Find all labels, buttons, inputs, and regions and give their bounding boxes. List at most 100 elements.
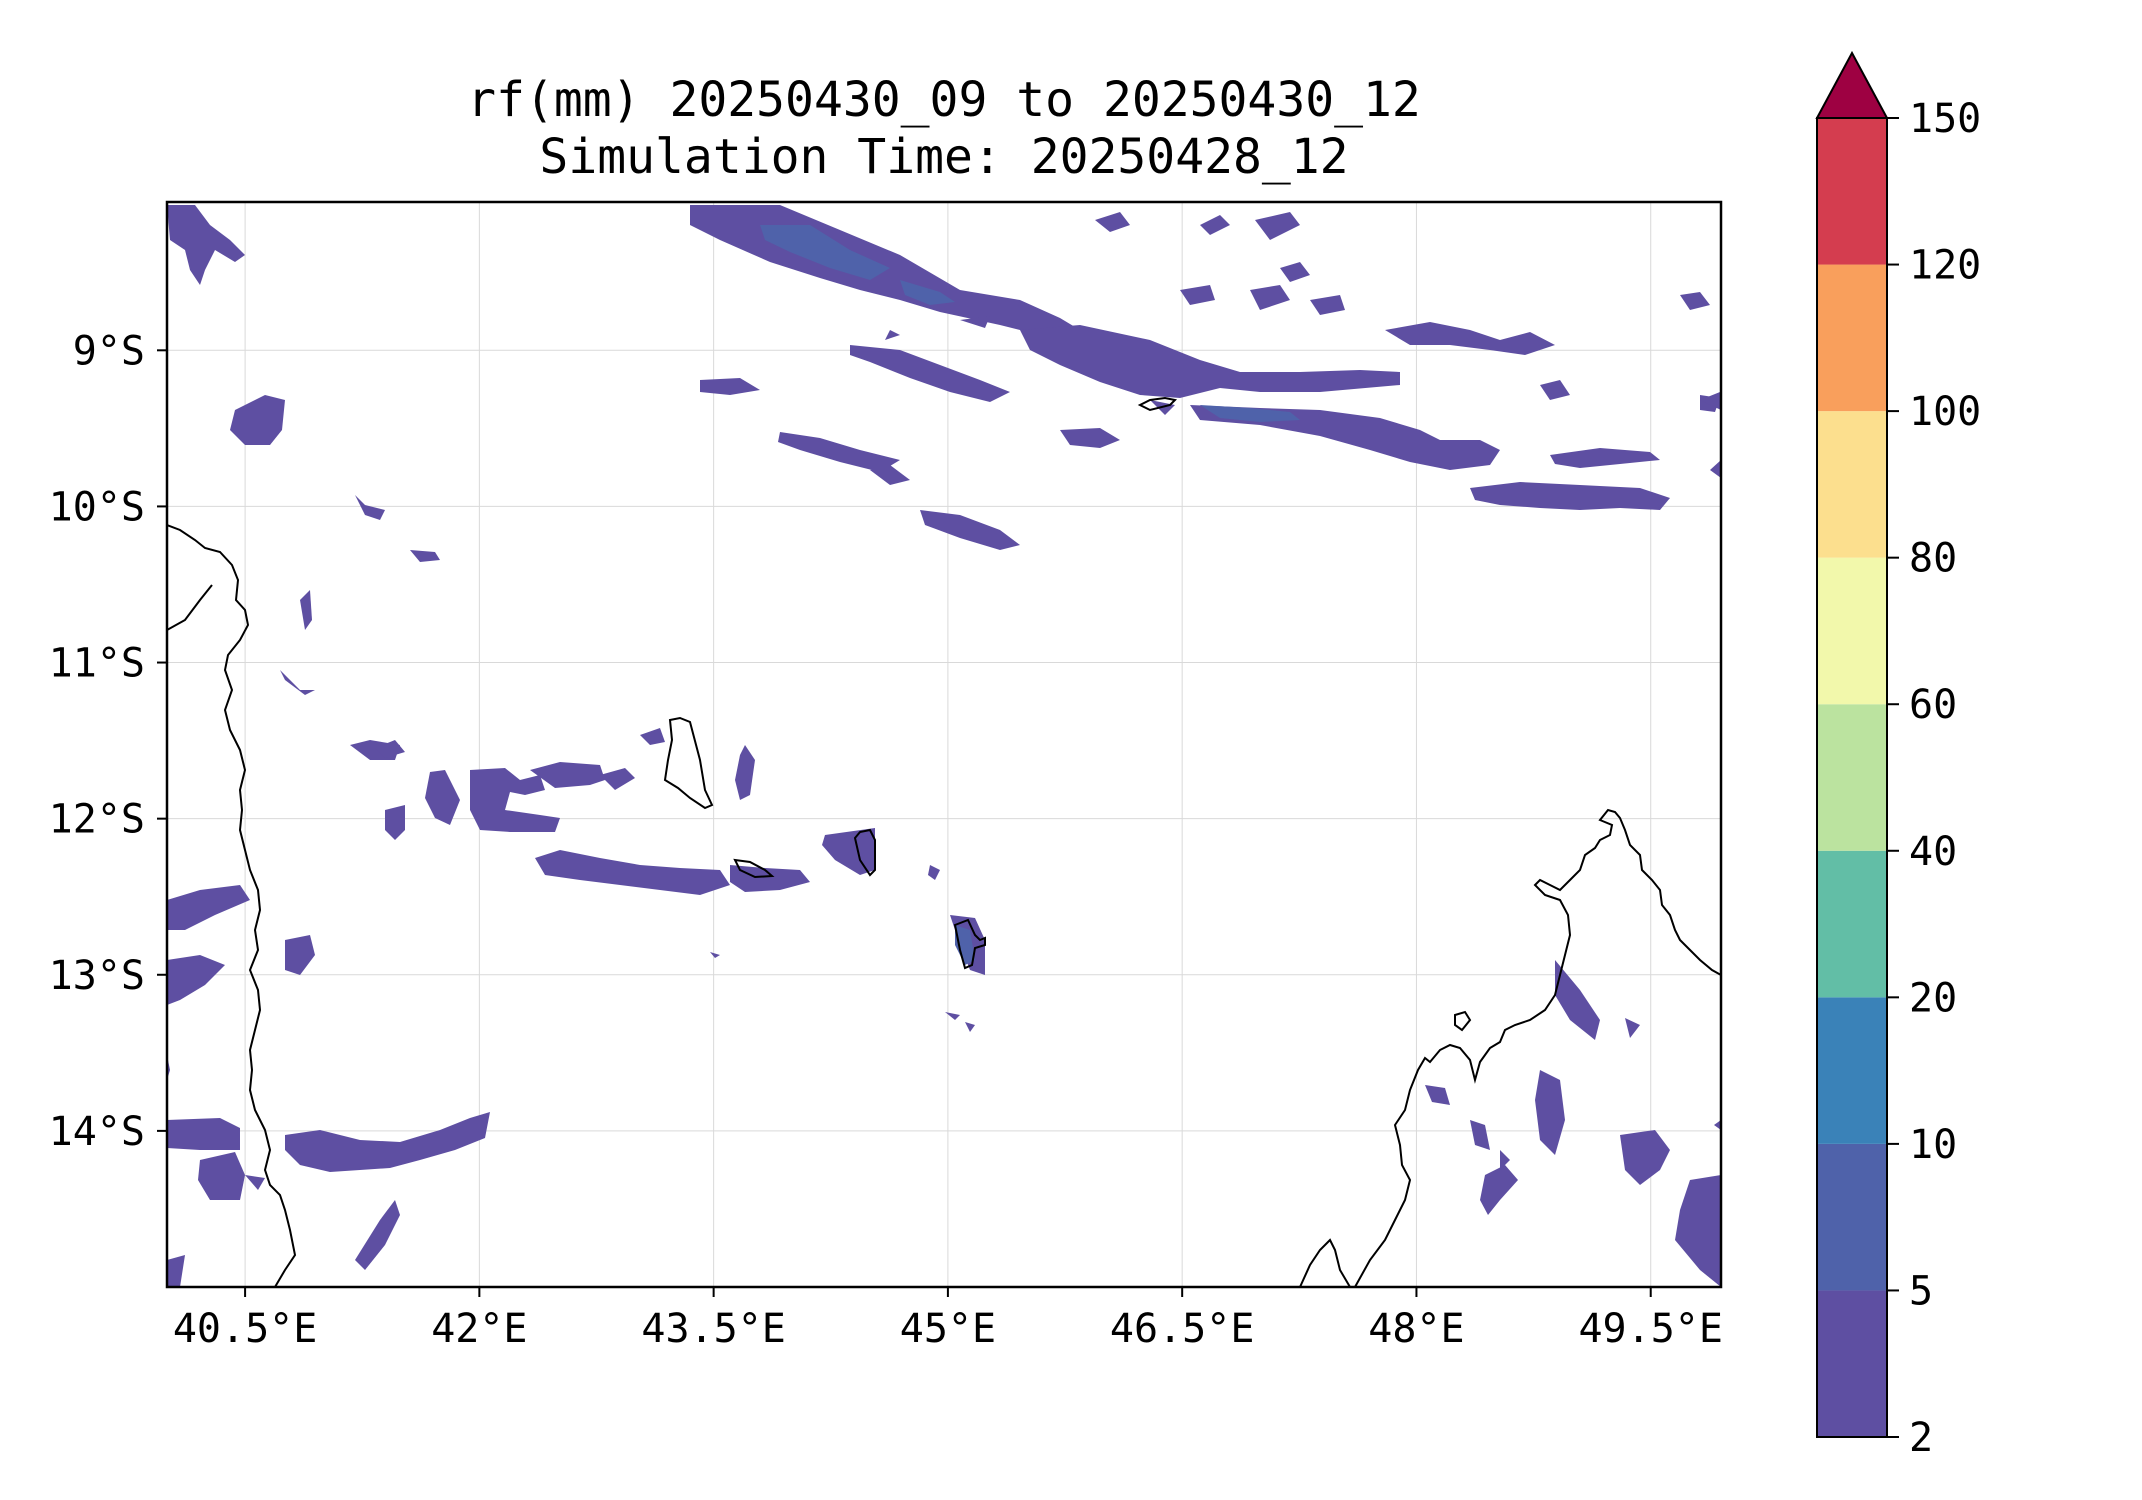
colorbar-bin: [1817, 997, 1887, 1144]
rain-band-north-17: [1680, 292, 1710, 310]
rain-blob-sw-2: [167, 955, 225, 1005]
rain-blob-nw-5: [410, 550, 440, 562]
rain-band-north-25: [885, 330, 900, 340]
colorbar-label: 100: [1909, 389, 1981, 435]
colorbar-bin: [1817, 1290, 1887, 1437]
colorbar-bin: [1817, 411, 1887, 558]
rain-band-north-5: [1470, 482, 1670, 510]
colorbar-bin: [1817, 850, 1887, 998]
rainfall-2-5mm: [167, 205, 1721, 1287]
x-tick-label: 45°E: [900, 1306, 996, 1352]
coastlines: [167, 396, 1721, 1287]
rain-band-north-8: [778, 432, 900, 472]
rain-blob-sw-8: [355, 1200, 400, 1270]
rain-band-central-1: [425, 770, 460, 825]
rain-band-north-21: [1095, 212, 1130, 232]
rain-band-central-6: [535, 850, 730, 895]
rain-band-north-16: [1310, 295, 1345, 315]
colorbar-bin: [1817, 1143, 1887, 1291]
colorbar-label: 40: [1909, 829, 1957, 875]
rain-core-north-1: [760, 225, 890, 280]
rain-blob-se-7: [1675, 1175, 1721, 1287]
colorbar-bin: [1817, 704, 1887, 851]
x-tick-label: 40.5°E: [173, 1306, 318, 1352]
rain-blob-se-8: [1500, 1150, 1510, 1170]
coastline-small-island-1: [1454, 1010, 1472, 1032]
y-tick-label: 10°S: [49, 484, 145, 530]
x-axis: 40.5°E 42°E 43.5°E 45°E 46.5°E 48°E 49.5°E: [173, 1287, 1723, 1352]
y-axis: 9°S 10°S 11°S 12°S 13°S 14°S: [49, 328, 167, 1155]
colorbar-label: 60: [1909, 682, 1957, 728]
colorbar-frame: [1816, 117, 1888, 1438]
y-tick-label: 12°S: [49, 797, 145, 843]
rain-blob-se-5: [1480, 1165, 1518, 1215]
colorbar-bin: [1817, 264, 1887, 412]
rain-blob-sw-7: [285, 1112, 490, 1172]
rain-blob-sw-1: [167, 885, 250, 930]
rain-blob-nw-6: [280, 670, 315, 695]
rain-blob-se-6: [1620, 1130, 1670, 1185]
rain-blob-se-3: [1425, 1085, 1450, 1105]
rain-blob-se-9: [1714, 1120, 1721, 1130]
x-tick-label: 43.5°E: [641, 1306, 786, 1352]
rain-blob-se-10: [1625, 1018, 1640, 1038]
rainfall-5-10mm: [760, 225, 1300, 965]
rain-band-central-8: [735, 745, 755, 800]
rain-core-mayotte: [955, 925, 975, 965]
rain-blob-se-2: [1535, 1070, 1565, 1155]
colorbar-label: 80: [1909, 536, 1957, 582]
rain-blob-se-4: [1470, 1120, 1490, 1150]
rain-blob-sw-4: [285, 935, 315, 975]
rain-blob-sw-9: [167, 1255, 185, 1287]
rain-band-north-1: [690, 205, 1080, 340]
coastline-anjouan: [853, 828, 876, 877]
x-tick-label: 46.5°E: [1110, 1306, 1255, 1352]
rain-band-north-11: [870, 465, 910, 485]
rain-band-north-22: [1200, 215, 1230, 235]
rain-band-north-13: [1250, 285, 1290, 310]
colorbar-label: 20: [1909, 975, 1957, 1021]
rain-band-central-2: [470, 768, 560, 832]
rain-core-north-3: [900, 280, 955, 305]
title-line-1: rf(mm) 20250430_09 to 20250430_12: [467, 72, 1421, 128]
map-title: rf(mm) 20250430_09 to 20250430_12 Simula…: [167, 72, 1721, 186]
rain-band-central-5: [375, 740, 405, 758]
coastline-aldabra: [1137, 396, 1178, 412]
rain-band-central-13: [945, 1012, 960, 1020]
colorbar-label: 2: [1909, 1415, 1933, 1461]
coastline-grande-comore: [663, 716, 714, 810]
y-tick-label: 14°S: [49, 1109, 145, 1155]
plot-frame: [165, 200, 1723, 1289]
rain-band-north-26: [960, 316, 990, 328]
title-line-2: Simulation Time: 20250428_12: [539, 129, 1349, 185]
colorbar-bin: [1817, 557, 1887, 705]
rain-band-central-14: [965, 1022, 975, 1032]
rain-band-north-12: [1060, 428, 1120, 448]
rain-blob-nw-1: [167, 205, 245, 285]
rain-core-north-2: [1200, 405, 1300, 422]
rain-blob-nw-3: [300, 590, 312, 630]
rain-band-north-14: [1180, 285, 1215, 305]
rain-blob-nw-4: [355, 495, 385, 520]
y-tick-label: 13°S: [49, 953, 145, 999]
colorbar-extend-triangle: [1815, 50, 1889, 119]
rain-blob-nw-2: [230, 395, 285, 445]
rain-band-north-15: [1280, 262, 1310, 282]
rain-blob-nw-8: [385, 805, 405, 840]
colorbar-label: 10: [1909, 1122, 1957, 1168]
rain-blob-se-1: [1555, 960, 1600, 1040]
rain-band-central-4: [600, 768, 635, 790]
rainfall-contours: [167, 205, 1721, 1287]
colorbar-label: 120: [1909, 243, 1981, 289]
rain-band-central-10: [822, 828, 875, 875]
colorbar-bin: [1817, 118, 1887, 265]
x-tick-label: 48°E: [1368, 1306, 1464, 1352]
colorbar-label: 150: [1909, 96, 1981, 142]
rain-band-north-20: [1700, 392, 1721, 410]
rain-blob-se-11: [1710, 460, 1721, 478]
rain-band-central-15: [710, 952, 720, 958]
rain-band-north-9: [920, 510, 1020, 550]
rain-band-central-3: [530, 762, 605, 788]
colorbar-label: 5: [1909, 1268, 1933, 1314]
